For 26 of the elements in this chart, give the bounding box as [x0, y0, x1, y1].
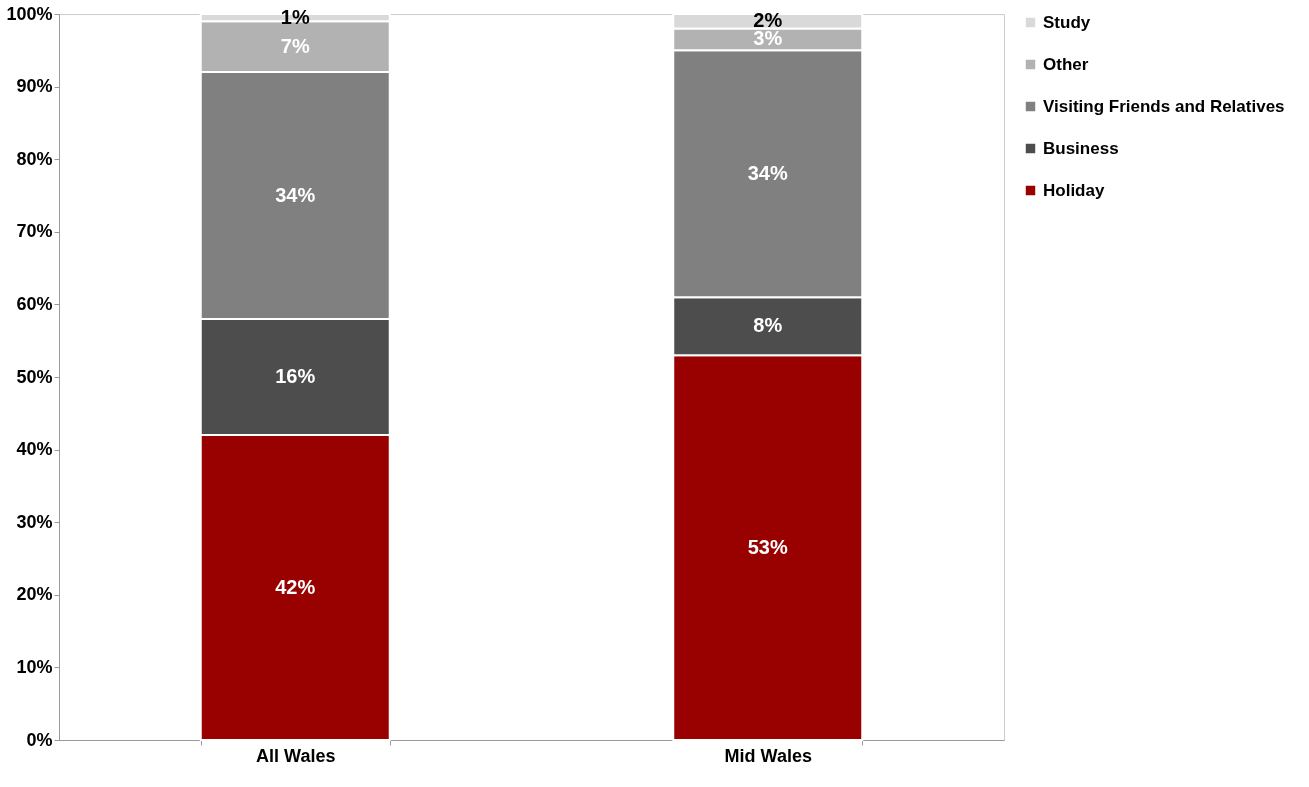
data-label: 42%	[275, 575, 316, 598]
y-tick-label: 50%	[16, 366, 53, 387]
y-tick-label: 20%	[16, 584, 53, 605]
data-label: 34%	[275, 183, 316, 206]
data-label: 53%	[747, 535, 788, 558]
x-tick-label: All Wales	[256, 745, 336, 766]
data-label: 1%	[280, 5, 310, 28]
legend-label: Holiday	[1043, 180, 1105, 200]
y-tick-label: 30%	[16, 511, 53, 532]
y-tick-label: 100%	[6, 3, 53, 24]
x-tick-label: Mid Wales	[724, 745, 812, 766]
legend-label: Study	[1043, 12, 1091, 32]
y-tick-label: 70%	[16, 221, 53, 242]
legend-label: Business	[1043, 138, 1119, 158]
y-tick-label: 40%	[16, 439, 53, 460]
y-tick-label: 0%	[26, 729, 53, 750]
legend-label: Visiting Friends and Relatives	[1043, 96, 1285, 116]
y-tick-label: 60%	[16, 293, 53, 314]
y-tick-label: 80%	[16, 148, 53, 169]
data-label: 8%	[753, 314, 783, 337]
y-tick-label: 90%	[16, 76, 53, 97]
legend-label: Other	[1043, 54, 1089, 74]
data-label: 34%	[747, 161, 788, 184]
data-label: 16%	[275, 365, 316, 387]
y-tick-label: 10%	[16, 656, 53, 677]
data-label: 7%	[280, 34, 310, 57]
